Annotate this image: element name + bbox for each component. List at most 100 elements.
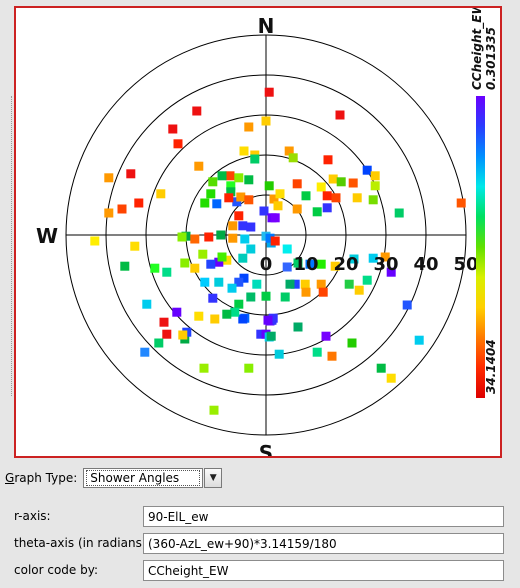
polar-scatter-chart: 0 10 20 30 40 50 N S W CCheight_EW 0.301335 34.140…	[36, 8, 498, 456]
data-point	[386, 267, 396, 277]
data-point	[230, 307, 240, 317]
data-point	[214, 257, 224, 267]
r-tick-label: 40	[413, 254, 438, 275]
data-point	[238, 314, 248, 324]
data-point	[168, 124, 178, 134]
data-point	[370, 171, 380, 181]
data-point	[380, 252, 390, 262]
data-point	[190, 263, 200, 273]
data-point	[154, 338, 164, 348]
data-point	[290, 279, 300, 289]
graph-type-dropdown-button[interactable]: ▼	[204, 468, 223, 488]
data-point	[301, 191, 311, 201]
data-point	[270, 213, 280, 223]
theta-axis-field[interactable]: (360-AzL_ew+90)*3.14159/180	[143, 533, 504, 554]
data-point	[368, 253, 378, 263]
data-point	[261, 291, 271, 301]
data-point	[234, 299, 244, 309]
data-point	[246, 292, 256, 302]
data-point	[402, 300, 412, 310]
data-point	[282, 244, 292, 254]
data-point	[264, 87, 274, 97]
data-point	[206, 259, 216, 269]
data-point	[368, 195, 378, 205]
data-point	[210, 314, 220, 324]
data-point	[172, 307, 182, 317]
data-point	[256, 329, 266, 339]
data-point	[104, 208, 114, 218]
data-point	[244, 175, 254, 185]
r-tick-label: 50	[453, 254, 478, 275]
data-point	[224, 193, 234, 203]
data-point	[162, 329, 172, 339]
r-tick-label: 30	[373, 254, 398, 275]
data-point	[180, 258, 190, 268]
data-point	[354, 285, 364, 295]
data-point	[362, 165, 372, 175]
data-point	[142, 299, 152, 309]
data-point	[156, 189, 166, 199]
data-point	[200, 277, 210, 287]
data-point	[117, 204, 127, 214]
data-point	[275, 189, 285, 199]
data-point	[159, 317, 169, 327]
data-point	[227, 283, 237, 293]
data-point	[316, 259, 326, 269]
theta-axis-label: theta-axis (in radians):	[14, 536, 151, 550]
data-point	[376, 363, 386, 373]
data-point	[370, 181, 380, 191]
data-point	[263, 315, 273, 325]
panel-edge-dots	[11, 96, 12, 396]
data-point	[282, 262, 292, 272]
data-point	[206, 189, 216, 199]
data-point	[244, 195, 254, 205]
data-point	[212, 199, 222, 209]
polar-plot-panel: 0 10 20 30 40 50 N S W CCheight_EW 0.301335 34.140…	[14, 6, 502, 458]
data-point	[288, 153, 298, 163]
data-point	[120, 261, 130, 271]
compass-south-label: S	[259, 441, 273, 456]
data-point	[293, 322, 303, 332]
data-point	[293, 258, 303, 268]
data-point	[265, 233, 275, 243]
data-point	[456, 198, 466, 208]
data-point	[362, 275, 372, 285]
r-axis-field[interactable]: 90-ElL_ew	[143, 506, 504, 527]
data-point	[217, 252, 227, 262]
data-point	[239, 273, 249, 283]
data-point	[173, 139, 183, 149]
data-point	[239, 146, 249, 156]
data-point	[266, 331, 276, 341]
theta-axis-row: theta-axis (in radians): (360-AzL_ew+90)…	[0, 533, 520, 555]
data-point	[177, 232, 187, 242]
data-point	[323, 155, 333, 165]
data-point	[274, 349, 284, 359]
data-point	[316, 279, 326, 289]
r-tick-label: 20	[333, 254, 358, 275]
data-point	[312, 207, 322, 217]
data-point	[234, 173, 244, 183]
data-point	[150, 263, 160, 273]
graph-type-value: Shower Angles	[86, 470, 201, 486]
graph-type-select[interactable]: Shower Angles	[83, 468, 204, 488]
data-point	[240, 234, 250, 244]
data-point	[234, 211, 244, 221]
data-point	[301, 287, 311, 297]
data-point	[322, 191, 332, 201]
color-code-field[interactable]: CCheight_EW	[143, 560, 504, 581]
data-point	[234, 277, 244, 287]
data-point	[200, 198, 210, 208]
data-point	[190, 234, 200, 244]
data-point	[236, 192, 246, 202]
data-point	[259, 206, 269, 216]
data-point	[252, 279, 262, 289]
data-point	[214, 277, 224, 287]
data-point	[204, 232, 214, 242]
data-point	[178, 330, 188, 340]
r-axis-row: r-axis: 90-ElL_ew	[0, 506, 520, 528]
r-tick-label: 10	[293, 254, 318, 275]
graph-type-label: Graph Type:	[5, 471, 77, 485]
graph-type-row: Graph Type: Shower Angles ▼	[5, 467, 223, 489]
data-point	[199, 363, 209, 373]
data-point	[331, 193, 341, 203]
